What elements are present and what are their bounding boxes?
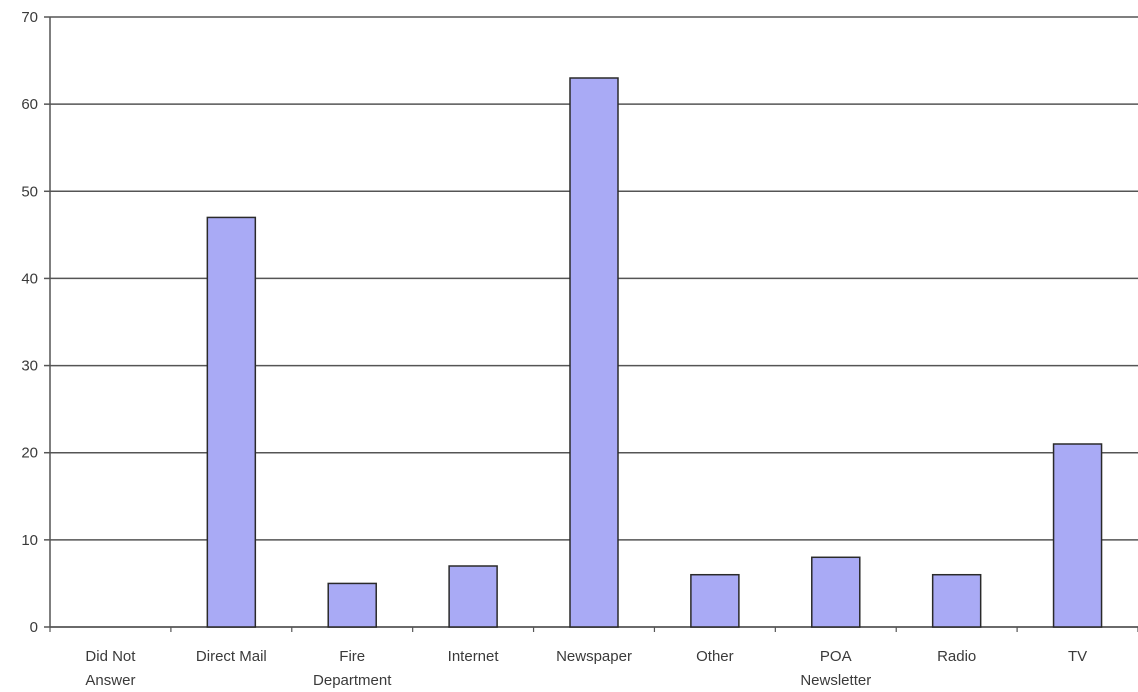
x-tick-label: Other <box>696 648 734 665</box>
bar <box>569 77 619 628</box>
bar <box>448 565 498 628</box>
y-tick-labels: 0 10 20 30 40 50 60 70 <box>21 9 38 636</box>
bars <box>206 77 1103 628</box>
bar <box>206 216 257 628</box>
y-tick-label: 20 <box>21 445 38 462</box>
x-tick-label: Did Not <box>85 648 136 665</box>
y-tick-label: 10 <box>21 532 38 549</box>
bar <box>327 582 377 628</box>
x-tick-label: TV <box>1068 648 1087 665</box>
y-tick-label: 30 <box>21 358 38 375</box>
x-tick-label: Answer <box>85 672 135 689</box>
y-tick-label: 60 <box>21 96 38 113</box>
x-tick-label: Newspaper <box>556 648 632 665</box>
bar <box>811 556 861 628</box>
x-tick-labels: Did Not Answer Direct Mail Fire Department In… <box>85 648 1087 689</box>
x-tick-label: Radio <box>937 648 976 665</box>
bar <box>690 573 740 628</box>
x-tick-label: Department <box>313 672 392 689</box>
x-tick-label: Fire <box>339 648 365 665</box>
bar <box>931 573 982 628</box>
x-tick-label: Newsletter <box>800 672 871 689</box>
bar <box>1052 443 1103 628</box>
x-tick-label: Direct Mail <box>196 648 267 665</box>
y-tick-label: 0 <box>30 619 38 636</box>
y-tick-label: 50 <box>21 183 38 200</box>
y-tick-label: 40 <box>21 270 38 287</box>
x-tick-label: Internet <box>448 648 500 665</box>
y-tick-label: 70 <box>21 9 38 26</box>
x-tick-label: POA <box>820 648 852 665</box>
